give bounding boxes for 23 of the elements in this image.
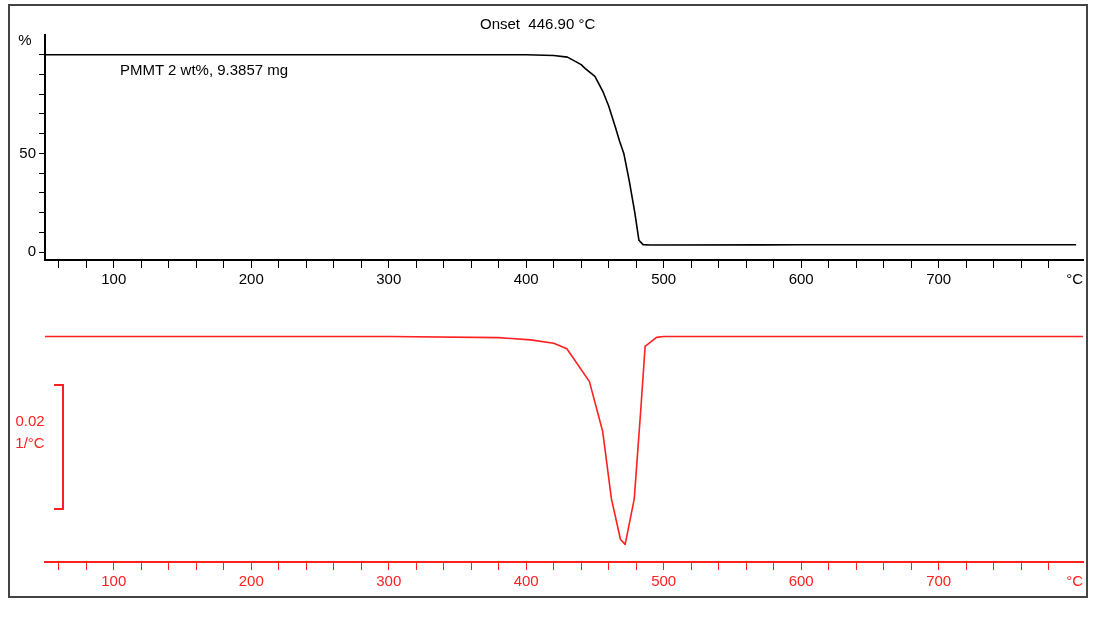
x-tick-label: 300: [376, 270, 402, 288]
y-tick-label: 0: [27, 242, 36, 260]
x-tick-label: 400: [513, 572, 539, 590]
y-axis-title: %: [18, 30, 32, 48]
x-tick-label: 600: [788, 270, 814, 288]
x-axis-title: °C: [1066, 269, 1084, 287]
x-tick-label: 100: [101, 572, 127, 590]
x-tick-label: 200: [238, 572, 264, 590]
x-tick-label: 600: [788, 572, 814, 590]
x-tick-label: 400: [513, 270, 539, 288]
x-tick-label: 500: [651, 270, 677, 288]
x-tick-label: 700: [926, 572, 952, 590]
x-axis-title: °C: [1066, 571, 1084, 589]
text: 0.02: [15, 412, 45, 430]
x-tick-label: 200: [238, 270, 264, 288]
y-axis-title: 1/°C: [15, 434, 45, 452]
x-tick-label: 100: [101, 270, 127, 288]
x-tick-label: 500: [651, 572, 677, 590]
x-tick-label: 300: [376, 572, 402, 590]
text: Onset 446.90 °C: [480, 15, 596, 33]
y-tick-label: 50: [19, 143, 36, 161]
annotation: PMMT 2 wt%, 9.3857 mg: [120, 61, 289, 79]
x-tick-label: 700: [926, 270, 952, 288]
